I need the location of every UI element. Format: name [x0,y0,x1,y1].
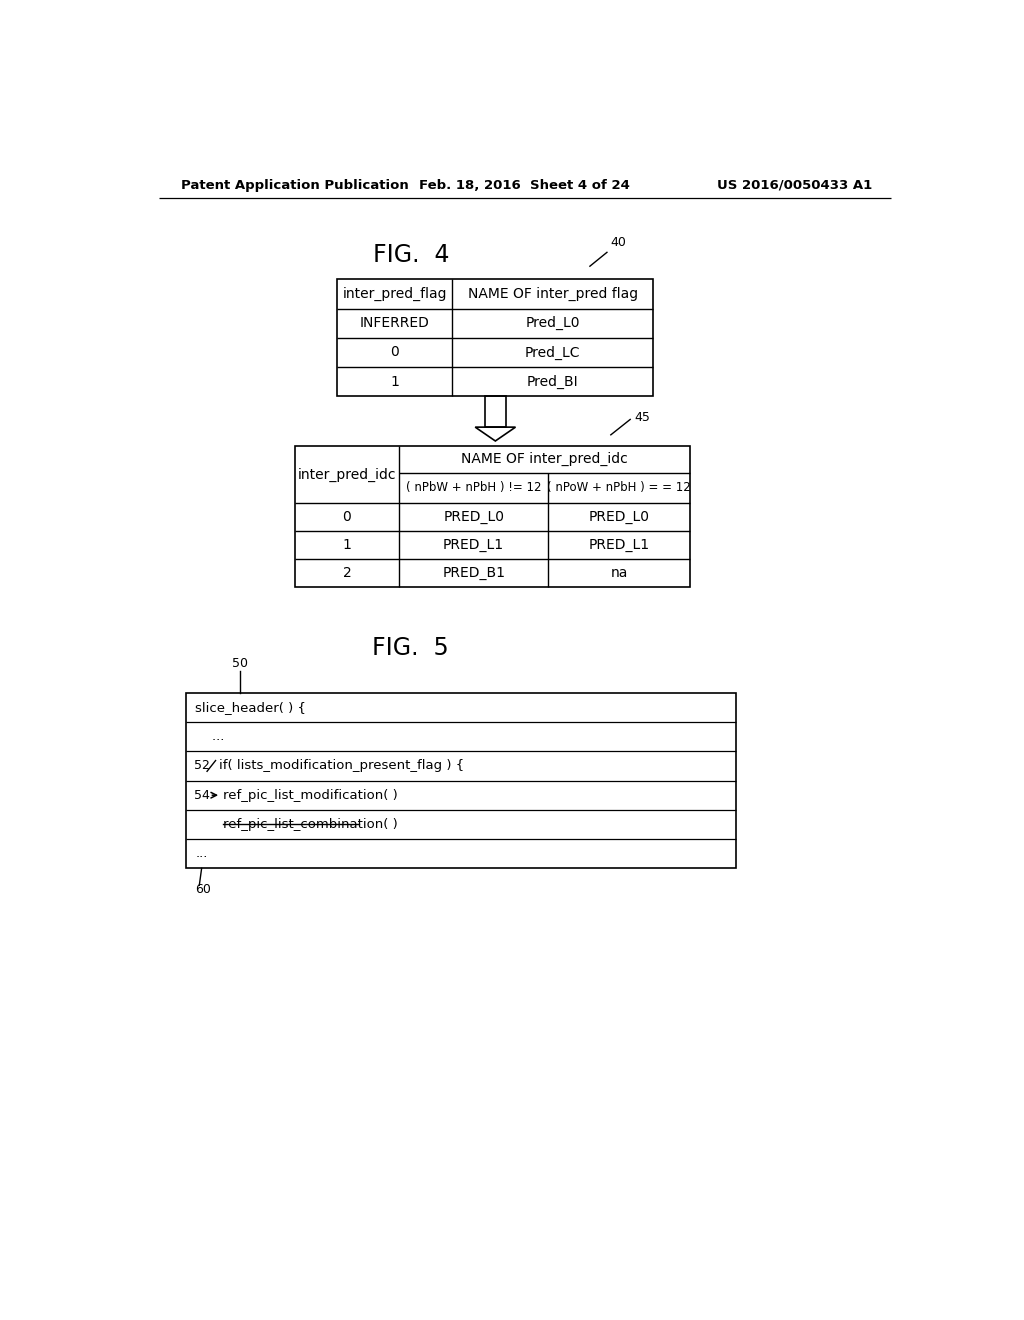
Text: 0: 0 [390,346,399,359]
Text: PRED_L0: PRED_L0 [589,511,649,524]
Text: na: na [610,566,628,579]
Text: NAME OF inter_pred flag: NAME OF inter_pred flag [468,286,638,301]
Text: 54: 54 [194,788,210,801]
Text: 45: 45 [635,412,650,425]
Text: 52: 52 [194,759,210,772]
Text: ...: ... [196,730,225,743]
Text: ref_pic_list_combination( ): ref_pic_list_combination( ) [223,818,398,832]
Text: inter_pred_flag: inter_pred_flag [342,286,446,301]
Text: ref_pic_list_modification( ): ref_pic_list_modification( ) [223,788,398,801]
Text: PRED_L1: PRED_L1 [589,539,649,552]
Text: PRED_B1: PRED_B1 [442,566,505,579]
Bar [186,693,736,869]
Text: US 2016/0050433 A1: US 2016/0050433 A1 [717,178,872,191]
Text: 40: 40 [610,236,626,249]
Text: Pred_L0: Pred_L0 [525,315,580,330]
Text: slice_header( ) {: slice_header( ) { [196,701,306,714]
Text: 50: 50 [232,656,249,669]
Text: Pred_BI: Pred_BI [527,375,579,389]
Bar [337,280,653,396]
Bar [295,446,690,586]
Text: INFERRED: INFERRED [359,317,429,330]
Text: ...: ... [196,847,208,861]
Text: ( nPbW + nPbH ) != 12: ( nPbW + nPbH ) != 12 [406,482,542,495]
Text: Pred_LC: Pred_LC [525,346,581,359]
Text: inter_pred_idc: inter_pred_idc [298,467,396,482]
Text: FIG.  5: FIG. 5 [373,636,450,660]
Text: NAME OF inter_pred_idc: NAME OF inter_pred_idc [461,451,628,466]
Text: 1: 1 [390,375,399,388]
Text: 1: 1 [342,539,351,552]
Text: 2: 2 [343,566,351,579]
Text: FIG.  4: FIG. 4 [373,243,450,267]
Text: 0: 0 [343,511,351,524]
Text: if( lists_modification_present_flag ) {: if( lists_modification_present_flag ) { [219,759,464,772]
Text: Feb. 18, 2016  Sheet 4 of 24: Feb. 18, 2016 Sheet 4 of 24 [420,178,630,191]
Text: Patent Application Publication: Patent Application Publication [180,178,409,191]
Text: 60: 60 [196,883,211,896]
Text: ( nPoW + nPbH ) = = 12: ( nPoW + nPbH ) = = 12 [547,482,691,495]
Text: PRED_L0: PRED_L0 [443,511,504,524]
Text: PRED_L1: PRED_L1 [443,539,504,552]
